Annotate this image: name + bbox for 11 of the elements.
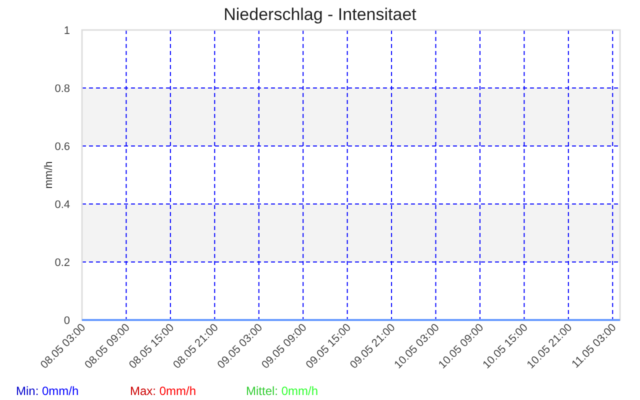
y-tick-label: 0.8 <box>54 83 70 95</box>
y-tick-label: 0.4 <box>54 199 70 211</box>
chart-title: Niederschlag - Intensitaet <box>224 5 417 24</box>
y-tick-label: 0 <box>64 315 70 327</box>
text: Mittel: 0mm/h <box>246 384 318 398</box>
y-tick-label: 1 <box>64 25 70 37</box>
y-axis-title: mm/h <box>43 161 55 189</box>
y-tick-label: 0.6 <box>54 141 70 153</box>
text: Max: 0mm/h <box>130 384 196 398</box>
y-tick-label: 0.2 <box>54 257 70 269</box>
text: Min: 0mm/h <box>16 384 79 398</box>
